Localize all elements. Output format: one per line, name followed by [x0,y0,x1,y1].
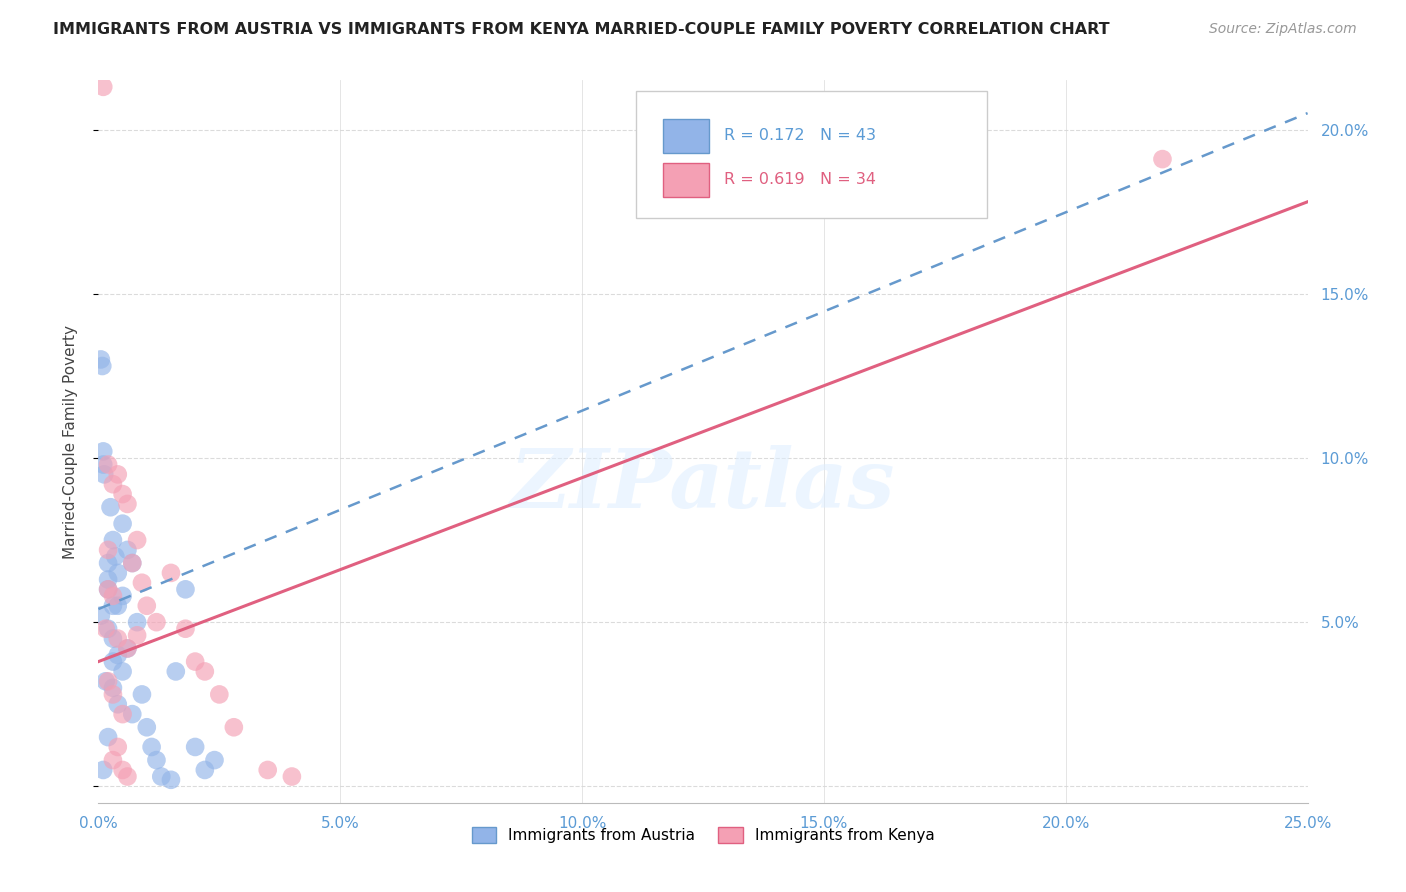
Point [107,632,129,646]
Point [107,599,129,613]
Point [91,79,114,94]
Point [256,763,278,777]
Text: IMMIGRANTS FROM AUSTRIA VS IMMIGRANTS FROM KENYA MARRIED-COUPLE FAMILY POVERTY C: IMMIGRANTS FROM AUSTRIA VS IMMIGRANTS FR… [53,22,1111,37]
Point [97,622,120,636]
Point [117,641,139,656]
Point [93,467,115,482]
Point [160,772,183,787]
Point [94,622,117,636]
Point [101,477,124,491]
FancyBboxPatch shape [664,162,709,197]
Point [1152,152,1174,166]
Point [97,582,120,597]
Point [111,665,134,679]
Point [111,516,134,531]
Point [107,467,129,482]
Point [101,753,124,767]
Point [104,549,127,564]
Point [117,497,139,511]
Point [117,641,139,656]
Point [222,720,245,734]
Point [117,770,139,784]
Point [194,665,217,679]
Point [150,770,173,784]
Point [97,573,120,587]
Point [145,615,167,630]
Point [135,599,157,613]
Point [160,566,183,580]
Point [90,608,112,623]
Point [184,655,207,669]
Point [101,681,124,695]
Point [127,533,149,547]
Point [117,542,139,557]
Point [97,582,120,597]
Point [101,599,124,613]
Text: R = 0.172   N = 43: R = 0.172 N = 43 [724,128,876,144]
Point [97,556,120,570]
Text: Source: ZipAtlas.com: Source: ZipAtlas.com [1209,22,1357,37]
Point [101,533,124,547]
Point [194,763,217,777]
Point [97,674,120,689]
Point [121,707,143,722]
Point [111,487,134,501]
Point [101,589,124,603]
Point [111,763,134,777]
Point [121,556,143,570]
Point [131,575,153,590]
Point [100,500,122,515]
Point [91,444,114,458]
Text: R = 0.619   N = 34: R = 0.619 N = 34 [724,172,876,187]
Point [101,655,124,669]
Point [131,687,153,701]
Point [174,582,197,597]
Point [111,589,134,603]
Point [107,566,129,580]
FancyBboxPatch shape [664,119,709,153]
Point [141,739,163,754]
Point [107,698,129,712]
Point [281,770,304,784]
Point [107,648,129,662]
Point [145,753,167,767]
Y-axis label: Married-Couple Family Poverty: Married-Couple Family Poverty [63,325,77,558]
Point [97,458,120,472]
Point [184,739,207,754]
FancyBboxPatch shape [637,91,987,218]
Point [121,556,143,570]
Point [97,730,120,744]
Point [91,359,114,373]
Point [94,674,117,689]
Legend: Immigrants from Austria, Immigrants from Kenya: Immigrants from Austria, Immigrants from… [465,822,941,849]
Point [208,687,231,701]
Point [101,632,124,646]
Point [165,665,187,679]
Point [204,753,226,767]
Point [90,352,112,367]
Point [174,622,197,636]
Point [91,458,114,472]
Point [127,615,149,630]
Point [135,720,157,734]
Text: ZIPatlas: ZIPatlas [510,445,896,524]
Point [101,687,124,701]
Point [91,763,114,777]
Point [111,707,134,722]
Point [97,542,120,557]
Point [127,628,149,642]
Point [107,739,129,754]
